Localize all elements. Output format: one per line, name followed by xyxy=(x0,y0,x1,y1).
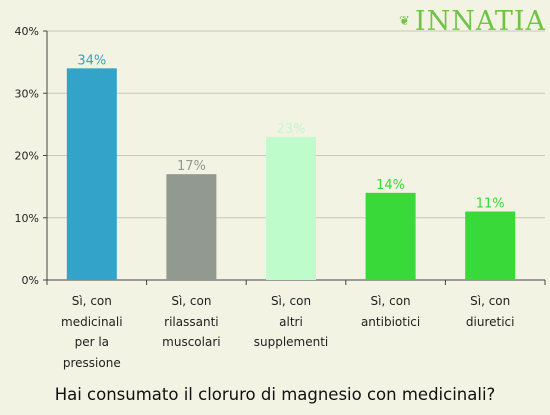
x-tick-label: Sì, con rilassanti muscolari xyxy=(162,294,221,349)
bar xyxy=(66,68,117,280)
x-tick-label: Sì, con antibiotici xyxy=(360,294,421,329)
y-tick-label: 30% xyxy=(15,87,39,100)
leaf-icon: ❦ xyxy=(399,13,411,29)
x-tick-label: Sì, con diuretici xyxy=(465,294,515,329)
y-tick-label: 20% xyxy=(15,150,39,163)
bar xyxy=(365,192,416,280)
value-label: 14% xyxy=(376,178,405,193)
value-label: 23% xyxy=(277,122,306,137)
x-tick-label: Sì, con medicinali per la pressione xyxy=(61,294,123,370)
innatia-logo: ❦ INNATIA ❦ xyxy=(395,4,545,38)
value-label: 17% xyxy=(177,159,206,174)
bar xyxy=(465,211,516,280)
bar xyxy=(166,174,217,280)
x-tick-label: Sì, con altri supplementi xyxy=(253,294,329,349)
chart-title: Hai consumato il cloruro di magnesio con… xyxy=(54,385,496,404)
y-tick-label: 40% xyxy=(15,25,39,38)
bar xyxy=(266,136,316,280)
logo-text: INNATIA xyxy=(414,5,547,37)
value-label: 34% xyxy=(77,53,106,68)
y-tick-label: 0% xyxy=(22,274,39,287)
value-label: 11% xyxy=(476,197,505,212)
y-tick-label: 10% xyxy=(15,212,39,225)
